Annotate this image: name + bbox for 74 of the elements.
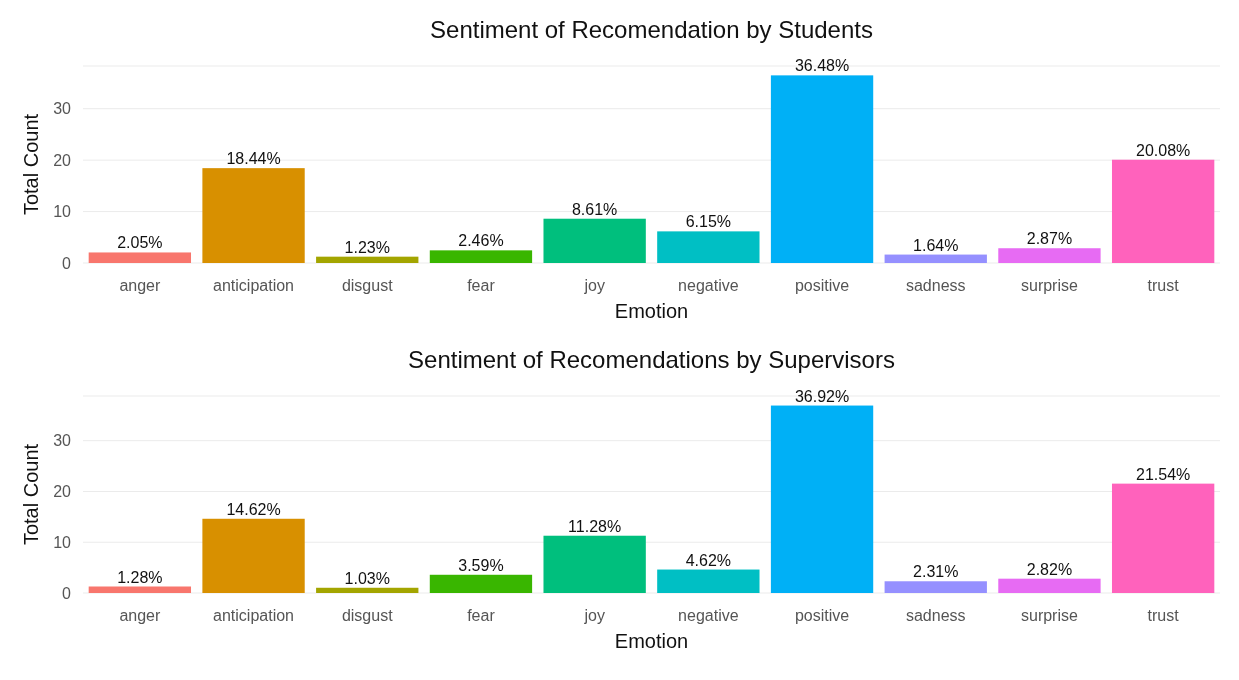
bar (1111, 483, 1215, 593)
data-label: 8.61% (571, 200, 618, 218)
x-tick-label: anger (119, 607, 161, 624)
chart-title: Sentiment of Recomendations by Supervisors (408, 346, 895, 373)
x-tick-label: joy (583, 607, 605, 624)
x-tick-label: anticipation (213, 277, 295, 294)
bar (1111, 159, 1215, 263)
y-tick-label: 20 (53, 151, 72, 169)
x-tick-label: anger (119, 277, 161, 294)
x-tick-label: sadness (905, 607, 966, 624)
y-tick-label: 20 (53, 483, 72, 501)
x-tick-label: disgust (341, 277, 394, 294)
y-axis-title: Total Count (20, 113, 42, 216)
bar (543, 535, 646, 593)
x-tick-label: positive (794, 277, 850, 294)
bar (657, 569, 760, 593)
y-tick-label: 0 (62, 584, 72, 602)
data-label: 3.59% (458, 556, 504, 574)
data-label: 2.46% (458, 232, 504, 250)
x-tick-label: fear (467, 607, 496, 624)
data-label: 1.23% (344, 238, 390, 256)
bar (429, 250, 533, 263)
y-tick-label: 10 (53, 203, 72, 221)
x-tick-label: fear (467, 277, 496, 294)
x-tick-label: sadness (905, 277, 966, 294)
bar (316, 256, 419, 263)
bar (316, 587, 419, 593)
x-tick-label: anticipation (213, 607, 295, 624)
y-axis-title: Total Count (20, 443, 42, 546)
bar (202, 518, 305, 593)
bar (884, 254, 987, 263)
data-label: 36.92% (794, 387, 850, 405)
x-tick-label: surprise (1021, 607, 1078, 624)
data-label: 20.08% (1136, 141, 1191, 159)
bar (429, 574, 533, 593)
chart-title: Sentiment of Recomendation by Students (430, 16, 873, 43)
x-tick-label: trust (1147, 277, 1180, 294)
bar (88, 252, 192, 263)
x-axis-title: Emotion (614, 300, 689, 322)
data-label: 11.28% (568, 517, 622, 535)
data-label: 6.15% (685, 213, 732, 231)
x-tick-label: disgust (341, 607, 394, 624)
bar (543, 218, 646, 263)
bar (657, 231, 760, 263)
x-tick-label: positive (794, 607, 850, 624)
x-axis-title: Emotion (614, 630, 689, 652)
y-tick-label: 30 (53, 432, 72, 450)
data-label: 1.03% (344, 569, 390, 587)
data-label: 4.62% (685, 551, 732, 569)
bar (998, 578, 1101, 593)
y-tick-label: 10 (53, 533, 72, 551)
bar (998, 248, 1101, 263)
bar (884, 581, 987, 593)
x-tick-label: surprise (1021, 277, 1078, 294)
bar (770, 75, 874, 263)
data-label: 18.44% (226, 150, 281, 168)
data-label: 2.31% (913, 563, 959, 581)
y-tick-label: 30 (53, 100, 72, 118)
bar (770, 405, 874, 593)
x-tick-label: trust (1147, 607, 1180, 624)
x-tick-label: negative (678, 607, 739, 624)
bar (202, 168, 305, 263)
data-label: 1.64% (913, 236, 959, 254)
data-label: 21.54% (1136, 465, 1191, 483)
data-label: 2.82% (1026, 560, 1073, 578)
x-tick-label: joy (583, 277, 605, 294)
bar (88, 586, 192, 593)
data-label: 2.05% (117, 234, 163, 252)
data-label: 1.28% (117, 568, 163, 586)
data-label: 2.87% (1026, 230, 1073, 248)
y-tick-label: 0 (62, 254, 72, 272)
data-label: 36.48% (794, 57, 850, 75)
x-tick-label: negative (678, 277, 739, 294)
data-label: 14.62% (226, 500, 281, 518)
